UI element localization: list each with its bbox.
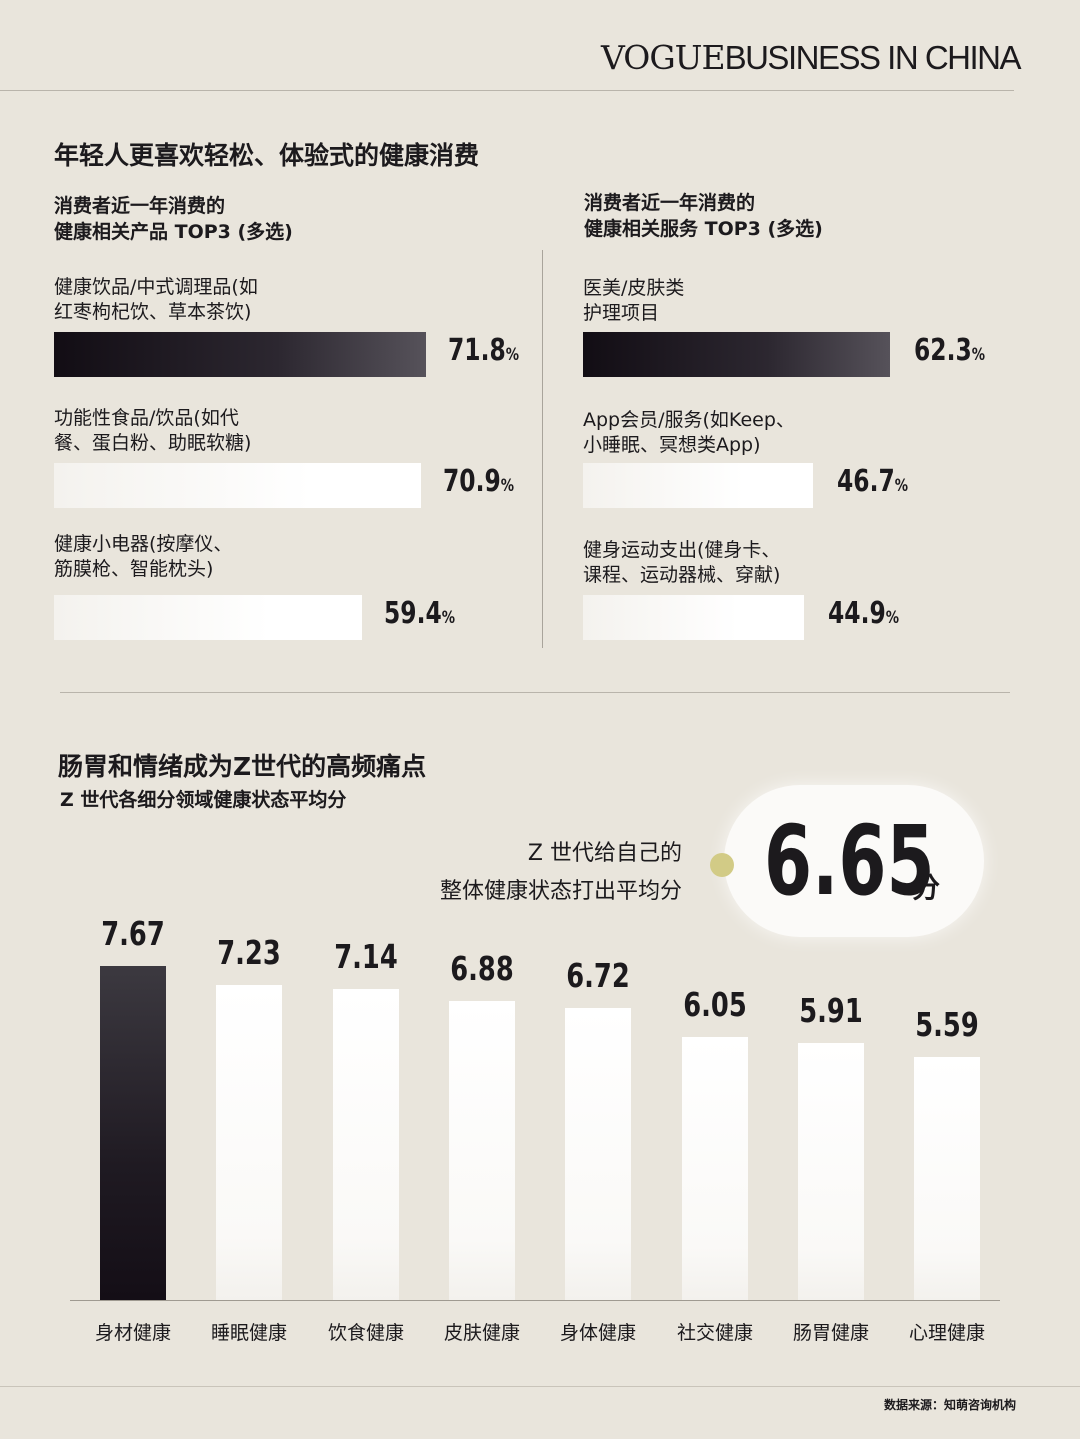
brand-rest: BUSINESS IN CHINA	[724, 39, 1022, 76]
bar-category-line: 红枣枸杞饮、草本茶饮)	[54, 301, 252, 323]
bar-category-label: App会员/服务(如Keep、 小睡眠、冥想类App)	[583, 408, 795, 458]
bar-category-label: 健康小电器(按摩仪、 筋膜枪、智能枕头)	[54, 532, 232, 582]
column-value-label: 6.72	[566, 956, 630, 995]
bar-value-number: 44.9	[828, 596, 886, 631]
bar-value-number: 62.3	[914, 333, 972, 368]
column-bar	[216, 985, 282, 1300]
bar-value-label: 44.9%	[828, 596, 899, 631]
bar	[54, 332, 426, 377]
bar-category-line: 健康小电器(按摩仪、	[54, 533, 233, 555]
bar-category-line: 小睡眠、冥想类App)	[583, 434, 761, 456]
overall-score-bubble	[724, 785, 984, 937]
bar-value-label: 62.3%	[914, 333, 985, 368]
bar	[54, 463, 421, 508]
overall-score-value: 6.65	[764, 805, 935, 917]
bar-category-line: 护理项目	[583, 302, 660, 324]
chart-baseline	[70, 1300, 1000, 1301]
data-source: 数据来源：知萌咨询机构	[883, 1398, 1016, 1412]
column-category-label: 心理健康	[908, 1322, 985, 1344]
bar-value-number: 59.4	[384, 596, 442, 631]
left-subtitle-line1: 消费者近一年消费的	[54, 195, 226, 217]
column-value-label: 7.14	[334, 937, 398, 976]
right-subtitle-line1: 消费者近一年消费的	[584, 192, 756, 214]
bar	[54, 595, 362, 640]
bar-value-number: 46.7	[837, 464, 895, 499]
column-value-label: 7.67	[101, 914, 165, 953]
bar-value-label: 46.7%	[837, 464, 908, 499]
bar-value-unit: %	[894, 476, 909, 496]
bar-category-label: 医美/皮肤类 护理项目	[583, 276, 684, 326]
column-category-label: 皮肤健康	[443, 1322, 520, 1344]
left-subtitle-line2: 健康相关产品 TOP3 (多选)	[54, 221, 293, 243]
bar-category-line: 健康饮品/中式调理品(如	[54, 276, 258, 298]
accent-dot	[710, 853, 734, 877]
bar-category-line: 功能性食品/饮品(如代	[54, 407, 239, 429]
section-divider	[60, 692, 1010, 693]
bar	[583, 332, 890, 377]
column-bar	[914, 1057, 980, 1300]
bar-category-label: 健身运动支出(健身卡、 课程、运动器械、穿献)	[583, 538, 780, 588]
bar-value-unit: %	[505, 345, 520, 365]
bar-category-label: 功能性食品/饮品(如代 餐、蛋白粉、助眠软糖)	[54, 406, 251, 456]
column-value-label: 5.91	[799, 991, 863, 1030]
bar-value-unit: %	[885, 608, 900, 628]
column-category-label: 肠胃健康	[792, 1322, 869, 1344]
column-value-label: 6.88	[450, 949, 514, 988]
column-divider	[542, 250, 543, 648]
right-chart-subtitle: 消费者近一年消费的 健康相关服务 TOP3 (多选)	[584, 190, 823, 242]
column-bar	[100, 966, 166, 1300]
brand-logo: VOGUEBUSINESS IN CHINA	[560, 38, 1022, 77]
column-bar	[798, 1043, 864, 1300]
right-subtitle-line2: 健康相关服务 TOP3 (多选)	[584, 218, 823, 240]
left-chart-subtitle: 消费者近一年消费的 健康相关产品 TOP3 (多选)	[54, 193, 293, 245]
bar-category-line: 课程、运动器械、穿献)	[583, 564, 781, 586]
bar-value-unit: %	[971, 345, 986, 365]
section1-title: 年轻人更喜欢轻松、体验式的健康消费	[54, 141, 480, 170]
column-bar	[333, 989, 399, 1300]
column-category-label: 睡眠健康	[210, 1322, 287, 1344]
column-category-label: 身材健康	[94, 1322, 171, 1344]
column-category-label: 社交健康	[676, 1322, 753, 1344]
column-value-label: 6.05	[683, 985, 747, 1024]
bar-value-label: 70.9%	[443, 464, 514, 499]
section2-title: 肠胃和情绪成为Z世代的高频痛点	[58, 752, 427, 781]
bar-category-line: 健身运动支出(健身卡、	[583, 539, 781, 561]
overall-score-unit: 分	[912, 871, 941, 904]
bar-category-line: App会员/服务(如Keep、	[583, 409, 795, 431]
bar-value-label: 71.8%	[448, 333, 519, 368]
column-value-label: 5.59	[915, 1005, 979, 1044]
bar-category-line: 筋膜枪、智能枕头)	[54, 558, 214, 580]
bar-value-label: 59.4%	[384, 596, 455, 631]
overall-caption-line1: Z 世代给自己的	[527, 841, 682, 866]
header-divider	[0, 90, 1014, 91]
bar-category-line: 餐、蛋白粉、助眠软糖)	[54, 432, 252, 454]
bar	[583, 463, 813, 508]
bar-value-number: 70.9	[443, 464, 501, 499]
bar-category-label: 健康饮品/中式调理品(如 红枣枸杞饮、草本茶饮)	[54, 275, 258, 325]
column-category-label: 饮食健康	[327, 1322, 404, 1344]
column-bar	[682, 1037, 748, 1300]
column-bar	[565, 1008, 631, 1300]
bar-value-unit: %	[441, 608, 456, 628]
footer-divider	[0, 1386, 1080, 1387]
column-category-label: 身体健康	[559, 1322, 636, 1344]
bar	[583, 595, 804, 640]
section2-subtitle: Z 世代各细分领域健康状态平均分	[60, 789, 347, 811]
overall-caption-line2: 整体健康状态打出平均分	[439, 879, 682, 904]
brand-vogue: VOGUE	[601, 38, 726, 77]
bar-value-number: 71.8	[448, 333, 506, 368]
bar-value-unit: %	[500, 476, 515, 496]
column-bar	[449, 1001, 515, 1300]
bar-category-line: 医美/皮肤类	[583, 277, 685, 299]
column-value-label: 7.23	[217, 933, 281, 972]
